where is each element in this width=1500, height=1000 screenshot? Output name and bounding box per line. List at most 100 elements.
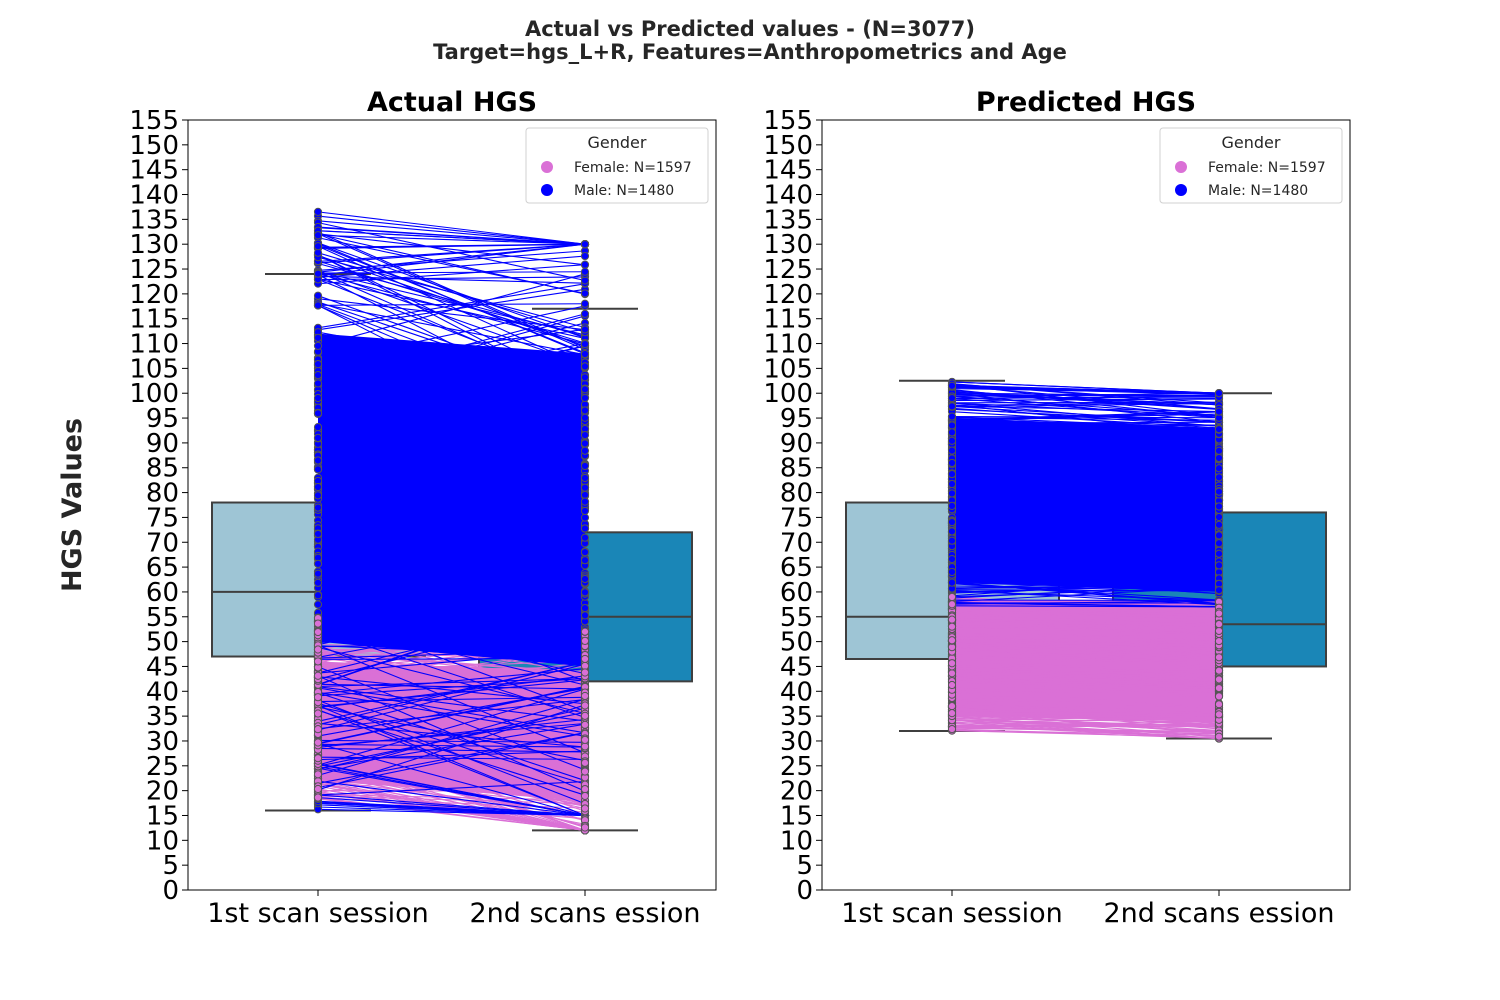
male-pair-line [317,706,586,762]
y-axis: 0510152025303540455055606570758085909510… [763,106,822,906]
male-point-first [313,242,323,251]
female-pair-line [951,636,1220,639]
y-tick-label: 115 [129,305,179,335]
male-point-second [580,611,590,620]
female-pair-line [951,633,1220,637]
male-pair-line [951,589,1220,592]
male-point-second [580,299,590,308]
male-point-first [313,569,323,578]
female-point-first [313,671,323,680]
y-tick-label: 85 [780,454,813,484]
male-point-second [580,446,590,455]
male-pair-line [317,222,586,281]
male-point-second [580,309,590,318]
female-pair-line [317,752,586,794]
female-point-second [580,720,590,729]
male-pair-line [317,559,586,575]
male-pair-line [317,591,586,686]
male-pair-line [317,226,586,245]
female-point-second [1214,666,1224,675]
male-pair-line [951,490,1220,502]
female-pair-line [317,796,586,831]
female-pair-line [317,715,586,742]
male-point-second [1214,487,1224,496]
male-pair-line [317,313,586,384]
male-pair-line [951,543,1220,564]
male-pair-line [951,476,1220,487]
male-pair-line [951,519,1220,531]
y-tick-label: 50 [780,628,813,658]
female-pair-line [317,718,586,805]
male-pair-line [317,356,586,405]
paired-lines [951,381,1220,740]
male-pair-line [317,255,586,279]
male-pair-line [317,367,586,401]
male-pair-line [951,560,1220,573]
female-point-second [580,804,590,813]
male-pair-line [317,376,586,451]
legend-entry-label: Female: N=1597 [574,160,692,176]
male-pair-line [317,676,586,705]
female-pair-line [317,675,586,713]
y-tick-label: 35 [780,702,813,732]
y-tick-label: 90 [146,429,179,459]
y-tick-label: 140 [763,181,813,211]
male-pair-line [317,477,586,496]
male-point-first [313,409,323,418]
female-pair-line [951,677,1220,697]
male-point-first [947,501,957,510]
male-point-second [1214,561,1224,570]
male-pair-line [951,571,1220,579]
male-pair-line [317,475,586,488]
male-pair-line [951,486,1220,492]
chart-title-line-2: Target=hgs_L+R, Features=Anthropometrics… [433,40,1067,64]
male-point-second [580,240,590,249]
male-point-first [313,465,323,474]
legend-box [525,127,709,204]
male-pair-line [317,230,586,245]
male-pair-line [317,696,586,703]
male-pair-line [317,698,586,776]
legend-marker [541,184,553,196]
male-pair-line [317,467,586,539]
y-tick-label: 110 [129,330,179,360]
male-pair-line [951,419,1220,449]
male-pair-line [317,211,586,245]
male-pair-line [317,688,586,766]
y-tick-label: 40 [146,677,179,707]
y-tick-label: 120 [129,280,179,310]
x-tick-label: 2nd scans ession [1103,898,1334,929]
male-pair-line [317,243,586,262]
male-pair-line [317,234,586,245]
male-pair-line [317,459,586,512]
male-pair-line [951,589,1220,606]
y-tick-label: 30 [146,727,179,757]
female-pair-line [951,651,1220,661]
female-pair-line [951,649,1220,657]
male-pair-line [317,220,586,245]
female-pair-line [951,680,1220,689]
male-pair-line [317,437,586,445]
male-pair-line [951,582,1220,591]
male-pair-line [951,492,1220,508]
male-pair-line [951,504,1220,521]
male-point-first [313,231,323,240]
male-pair-line [951,488,1220,493]
female-point-second [580,627,590,636]
male-pair-line [317,488,586,594]
female-pair-line [951,670,1220,684]
male-point-second [1214,520,1224,529]
male-pair-line [951,521,1220,527]
female-point-first [947,669,957,678]
male-pair-line [317,699,586,805]
female-point-first [947,702,957,711]
male-point-second [1214,539,1224,548]
male-pair-line [317,702,586,785]
legend-title: Gender [1222,133,1281,152]
male-point-first [313,393,323,403]
y-tick-label: 65 [146,553,179,583]
female-pair-line [951,639,1220,642]
y-tick-label: 45 [780,652,813,682]
male-pair-line [317,278,586,385]
y-tick-label: 25 [146,752,179,782]
